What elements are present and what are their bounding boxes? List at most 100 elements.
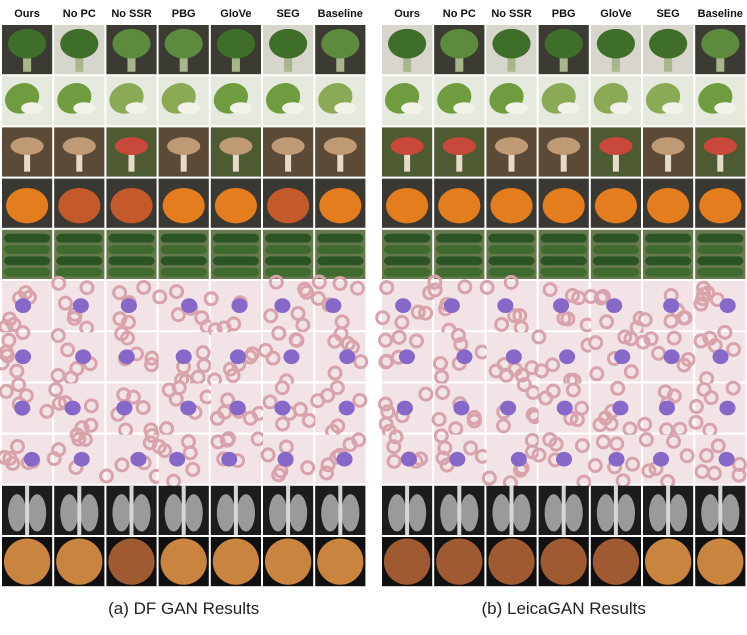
rbc [6, 316, 22, 332]
wbc [559, 349, 576, 365]
image-cell [0, 325, 53, 382]
rbc [0, 383, 14, 399]
wbc [505, 349, 522, 365]
rbc [637, 312, 653, 328]
stem [403, 49, 412, 72]
rbc [112, 285, 128, 301]
rbc [534, 363, 550, 379]
image-cell [48, 382, 105, 436]
image-cell [2, 25, 53, 75]
pumpkin [58, 187, 101, 224]
image-cell [590, 76, 641, 126]
cucumber [592, 233, 639, 243]
rbc [481, 470, 497, 486]
cap [390, 137, 424, 155]
cucumber [265, 267, 312, 277]
rbc [271, 325, 287, 341]
pumpkin [438, 187, 481, 224]
cucumber [317, 256, 364, 266]
floret [112, 28, 151, 59]
retina [160, 538, 207, 585]
wbc [663, 298, 680, 313]
rbc [408, 333, 424, 349]
image-cell [434, 25, 485, 75]
image-cell [106, 127, 157, 177]
stem [507, 49, 516, 72]
pumpkin [214, 187, 257, 224]
cap [219, 137, 253, 155]
image-cell [210, 229, 261, 279]
cucumber [108, 233, 155, 243]
image-cell [583, 281, 648, 336]
rbc [114, 457, 130, 473]
image-cell [315, 25, 366, 75]
lung [388, 494, 407, 532]
image-cell [486, 537, 537, 587]
rbc [641, 463, 657, 479]
rbc [680, 351, 696, 367]
image-cell [158, 178, 209, 228]
wbc [663, 349, 680, 365]
rbc [310, 393, 326, 409]
image-cell [434, 229, 485, 279]
image-cell [263, 274, 315, 333]
rbc [595, 434, 611, 450]
rbc [352, 392, 368, 408]
lung [216, 494, 235, 532]
image-cell [538, 178, 589, 228]
stem [456, 147, 463, 172]
image-cell [158, 25, 209, 75]
rbc [466, 409, 482, 425]
retina [108, 538, 155, 585]
column-header: GloVe [600, 8, 631, 20]
image-cell [643, 229, 694, 279]
cucumber [4, 256, 51, 266]
wbc [449, 451, 466, 467]
column-header: PBG [552, 8, 576, 20]
image-cell [481, 432, 540, 491]
image-cell [315, 537, 366, 587]
pumpkin [319, 187, 362, 224]
stem [231, 49, 240, 72]
image-cell [0, 377, 55, 433]
image-cell [590, 380, 641, 437]
image-cell [106, 76, 157, 126]
lung [236, 494, 255, 532]
image-cell [207, 332, 261, 388]
rbc [637, 416, 653, 432]
lung [460, 494, 479, 532]
rbc [386, 439, 402, 455]
wbc [229, 349, 246, 365]
cucumber [697, 267, 744, 277]
wbc [23, 451, 40, 467]
image-cell [210, 25, 261, 75]
cucumber [317, 233, 364, 243]
stalk [282, 102, 305, 115]
image-cell [203, 281, 261, 338]
retina [697, 538, 744, 585]
cucumber [108, 245, 155, 254]
rbc [210, 434, 226, 450]
rbc [565, 382, 581, 398]
wbc [510, 451, 527, 467]
image-cell [0, 281, 53, 335]
rbc [50, 328, 66, 344]
rbc [170, 307, 186, 323]
cucumber [212, 245, 259, 254]
wbc [283, 349, 300, 365]
wbc [336, 451, 353, 467]
column-header: Baseline [698, 8, 743, 20]
rbc [195, 345, 211, 361]
retina [3, 538, 51, 585]
image-cell [106, 485, 157, 535]
rbc [427, 282, 443, 298]
column-header: Ours [14, 8, 40, 20]
pumpkin [267, 187, 310, 224]
image-cell [310, 380, 368, 439]
image-cell [486, 332, 540, 383]
wbc [14, 400, 31, 416]
wbc [73, 451, 90, 467]
image-cell [434, 76, 485, 126]
floret [269, 28, 308, 59]
